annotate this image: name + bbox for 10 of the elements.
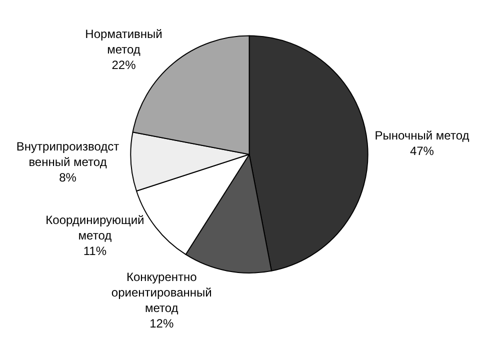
slice-label: Нормативный метод: [85, 26, 162, 57]
data-label: 22%: [112, 58, 136, 72]
data-label: 8%: [59, 170, 77, 184]
slice-label: Координирующий метод: [46, 212, 144, 243]
data-label: 47%: [410, 144, 434, 158]
slice-label: Внутрипроизводственный метод: [16, 139, 120, 169]
slice-label: Рыночный метод: [374, 128, 470, 142]
slice-label: Конкурентно ориентированный метод: [111, 270, 212, 315]
data-label: 11%: [83, 244, 107, 258]
data-label: 12%: [150, 316, 174, 331]
